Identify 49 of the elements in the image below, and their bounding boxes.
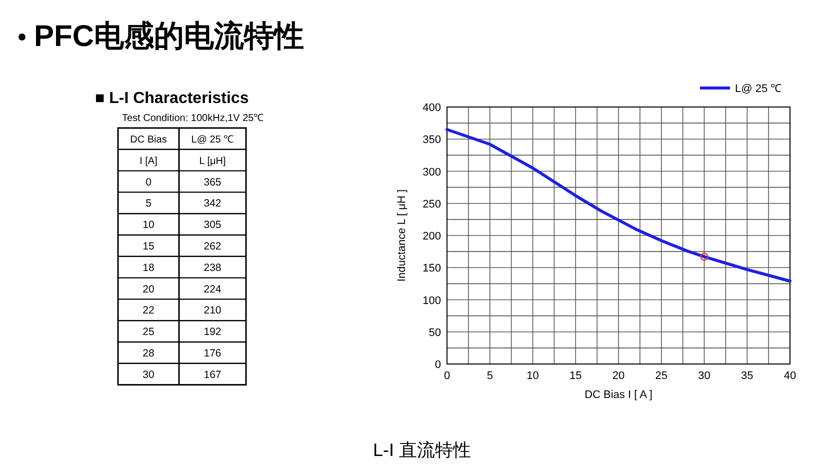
category-label: 10 — [142, 219, 154, 232]
legend-label: L@ 25 ℃ — [735, 83, 782, 95]
x-tick-label: 0 — [444, 370, 450, 382]
text: I [A] — [140, 156, 158, 167]
text: PFC电感的电流特性 — [34, 19, 304, 53]
y-tick-label: 250 — [422, 198, 441, 210]
x-tick-label: 15 — [570, 370, 582, 382]
data-label: 224 — [204, 283, 222, 296]
data-label: 238 — [204, 262, 222, 274]
text: L@ 25 ℃ — [191, 134, 234, 146]
y-tick-label: 200 — [422, 230, 441, 242]
text: ■ L-I Characteristics — [95, 90, 249, 107]
x-tick-label: 10 — [526, 370, 539, 382]
data-label: 262 — [204, 240, 222, 252]
x-tick-label: 30 — [698, 370, 710, 382]
text: Test Condition: 100kHz,1V 25℃ — [122, 113, 264, 124]
data-label: 192 — [204, 326, 222, 338]
data-label: 176 — [204, 348, 222, 360]
y-tick-label: 100 — [422, 294, 441, 307]
line-series — [446, 128, 792, 283]
x-tick-label: 25 — [655, 370, 668, 382]
category-label: 0 — [146, 176, 152, 188]
category-label: 20 — [142, 283, 154, 296]
x-tick-label: 5 — [486, 370, 493, 382]
category-label: 5 — [146, 198, 152, 210]
y-tick-label: 150 — [422, 262, 441, 275]
category-label: 18 — [142, 262, 154, 274]
y-axis-title: Inductance L [ μH ] — [396, 189, 408, 282]
x-axis-title: DC Bias I [ A ] — [584, 389, 652, 401]
data-label: 167 — [204, 368, 222, 381]
text: L [μH] — [199, 156, 226, 167]
y-tick-label: 300 — [422, 166, 441, 178]
data-label: 365 — [204, 176, 222, 188]
y-tick-label: 0 — [434, 359, 441, 371]
x-tick-label: 20 — [612, 370, 625, 382]
data-label: 210 — [204, 304, 222, 317]
x-tick-label: 40 — [784, 370, 796, 382]
category-label: 22 — [142, 304, 154, 317]
y-tick-label: 400 — [422, 102, 441, 114]
y-tick-label: 50 — [428, 326, 441, 339]
x-tick-label: 35 — [741, 370, 754, 382]
data-label: 305 — [204, 219, 222, 232]
category-label: 25 — [142, 326, 154, 338]
data-label: 342 — [204, 198, 222, 210]
category-label: 15 — [142, 240, 154, 252]
category-label: 28 — [142, 348, 154, 360]
text: DC Bias — [130, 134, 167, 146]
text: L-I 直流特性 — [372, 440, 472, 460]
y-tick-label: 350 — [422, 134, 441, 146]
